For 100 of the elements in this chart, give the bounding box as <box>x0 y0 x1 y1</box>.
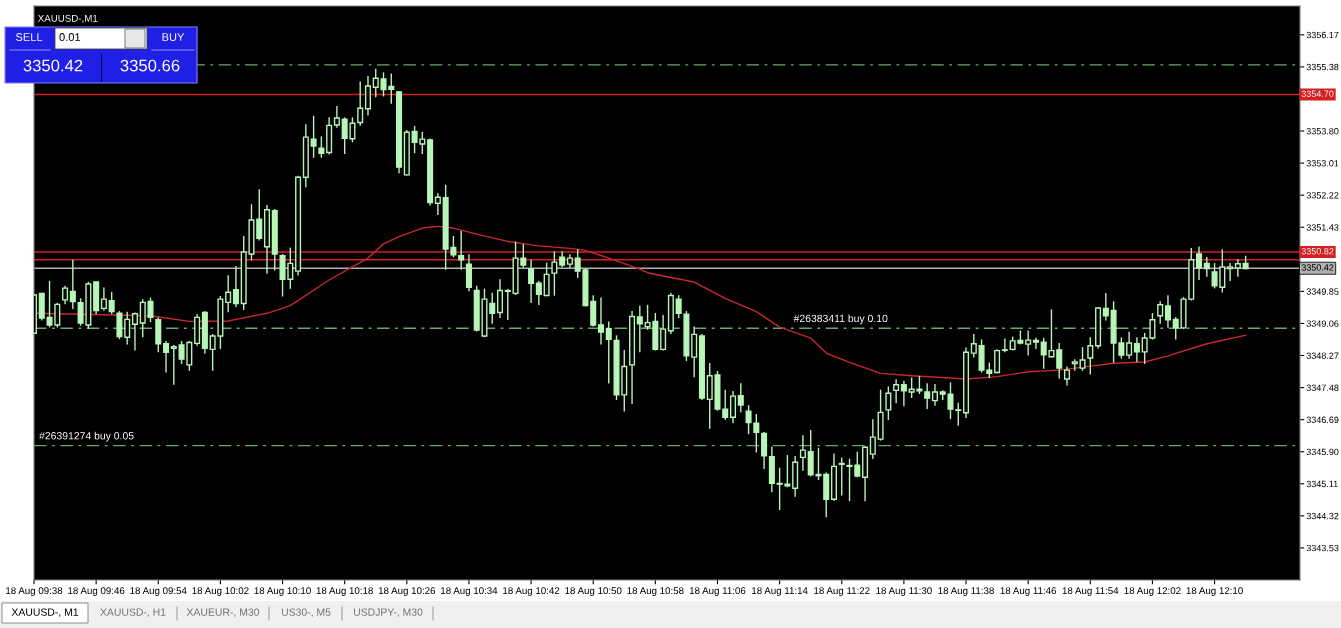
candlestick <box>737 383 744 413</box>
y-tick-label: 3349.06 <box>1306 320 1339 327</box>
candlestick <box>931 384 938 406</box>
candlestick <box>1032 337 1039 349</box>
candlestick <box>465 254 472 292</box>
y-tick-label: 3355.38 <box>1306 63 1339 71</box>
candlestick <box>994 349 1001 374</box>
x-tick-label: 18 Aug 11:30 <box>876 587 932 597</box>
x-tick-label: 18 Aug 11:46 <box>1000 587 1057 597</box>
annotation: SELL <box>15 33 43 41</box>
text: USDJPY-, M30 <box>353 608 423 618</box>
x-tick-label: 18 Aug 10:02 <box>192 587 249 597</box>
candlestick <box>590 295 597 327</box>
candlestick <box>528 259 535 304</box>
candlestick <box>551 251 558 296</box>
x-tick-label: 18 Aug 11:06 <box>689 587 746 597</box>
x-tick-label: 18 Aug 09:46 <box>68 587 125 597</box>
candlestick <box>869 419 876 459</box>
ref-line-label: 3350.82 <box>1301 248 1334 255</box>
x-tick-label: 18 Aug 10:42 <box>503 587 560 597</box>
annotation: 0.01 <box>59 33 81 41</box>
candlestick <box>1227 263 1234 282</box>
candlestick <box>636 305 643 353</box>
candlestick <box>761 431 768 470</box>
candlestick <box>458 231 465 270</box>
text: XAUUSD-, M1 <box>11 608 79 618</box>
candlestick <box>364 75 372 116</box>
candlestick <box>838 457 845 496</box>
x-tick-label: 18 Aug 09:38 <box>6 587 63 597</box>
y-tick-label: 3347.48 <box>1306 384 1339 391</box>
y-tick-label: 3351.43 <box>1306 224 1339 231</box>
x-tick-label: 18 Aug 11:54 <box>1062 587 1119 597</box>
text: XAUEUR-, M30 <box>186 608 260 618</box>
annotation: BUY <box>162 33 185 41</box>
candlestick <box>535 280 542 306</box>
x-tick-label: 18 Aug 11:22 <box>814 587 870 597</box>
candlestick <box>69 259 76 310</box>
candlestick <box>116 310 123 340</box>
x-tick-label: 18 Aug 12:10 <box>1186 587 1243 597</box>
y-tick-label: 3352.22 <box>1306 192 1339 199</box>
candlestick <box>1102 293 1109 321</box>
x-tick-label: 18 Aug 10:58 <box>627 587 684 597</box>
annotation: 3350.66 <box>120 59 180 72</box>
y-tick-label: 3353.01 <box>1306 160 1339 167</box>
candlestick <box>1001 338 1008 353</box>
y-tick-label: 3356.17 <box>1306 31 1339 39</box>
x-tick-label: 18 Aug 12:02 <box>1124 587 1181 597</box>
y-tick-label: 3353.80 <box>1306 128 1339 135</box>
candlestick <box>310 115 317 158</box>
ref-line-label: 3354.70 <box>1301 90 1334 97</box>
candlestick <box>799 435 806 471</box>
y-tick-label: 3343.53 <box>1306 544 1339 552</box>
candlestick <box>745 405 752 435</box>
candlestick <box>1234 259 1241 277</box>
x-tick-label: 18 Aug 09:54 <box>130 587 187 597</box>
candlestick <box>170 345 177 385</box>
candlestick <box>232 265 239 308</box>
x-tick-label: 18 Aug 10:50 <box>565 587 622 597</box>
ref-line-label: 3350.42 <box>1301 264 1334 271</box>
candlestick <box>1087 337 1094 375</box>
text: XAUUSD-,M1 <box>38 14 98 23</box>
candlestick <box>1056 343 1063 379</box>
y-tick-label: 3344.32 <box>1306 512 1339 520</box>
y-tick-label: 3349.85 <box>1306 288 1339 295</box>
candlestick <box>900 380 907 407</box>
text: US30-, M5 <box>281 608 331 618</box>
x-tick-label: 18 Aug 10:18 <box>316 587 373 597</box>
candlestick <box>543 262 550 297</box>
candlestick <box>1164 295 1171 328</box>
candlestick <box>1126 331 1133 359</box>
x-tick-label: 18 Aug 10:34 <box>441 587 498 597</box>
candlestick <box>100 287 107 311</box>
x-tick-label: 18 Aug 10:26 <box>378 587 436 597</box>
candlestick <box>163 341 170 373</box>
candlestick <box>605 321 612 384</box>
candlestick <box>924 383 931 409</box>
candlestick <box>1203 256 1210 277</box>
y-tick-label: 3345.90 <box>1306 448 1339 456</box>
candlestick <box>1196 246 1203 280</box>
candlestick <box>504 289 511 321</box>
x-tick-label: 18 Aug 11:14 <box>752 587 808 597</box>
candlestick <box>1157 301 1164 324</box>
x-tick-label: 18 Aug 11:38 <box>938 587 994 597</box>
ref-line-label: #26383411 buy 0.10 <box>793 314 888 325</box>
candlestick <box>1133 337 1140 362</box>
candlestick <box>1025 330 1032 356</box>
candlestick <box>691 326 698 378</box>
candlestick <box>131 312 138 351</box>
candlestick <box>597 297 605 345</box>
candlestick <box>256 189 263 241</box>
candlestick <box>333 105 340 128</box>
candlestick <box>753 414 760 453</box>
candlestick <box>108 291 115 314</box>
annotation: 3350.42 <box>23 59 83 72</box>
candlestick <box>660 315 667 351</box>
candlestick <box>357 81 364 126</box>
text: XAUUSD-, H1 <box>100 608 166 618</box>
y-tick-label: 3348.27 <box>1306 352 1339 359</box>
candlestick <box>893 379 900 404</box>
ref-line-label: #26391274 buy 0.05 <box>39 431 134 442</box>
